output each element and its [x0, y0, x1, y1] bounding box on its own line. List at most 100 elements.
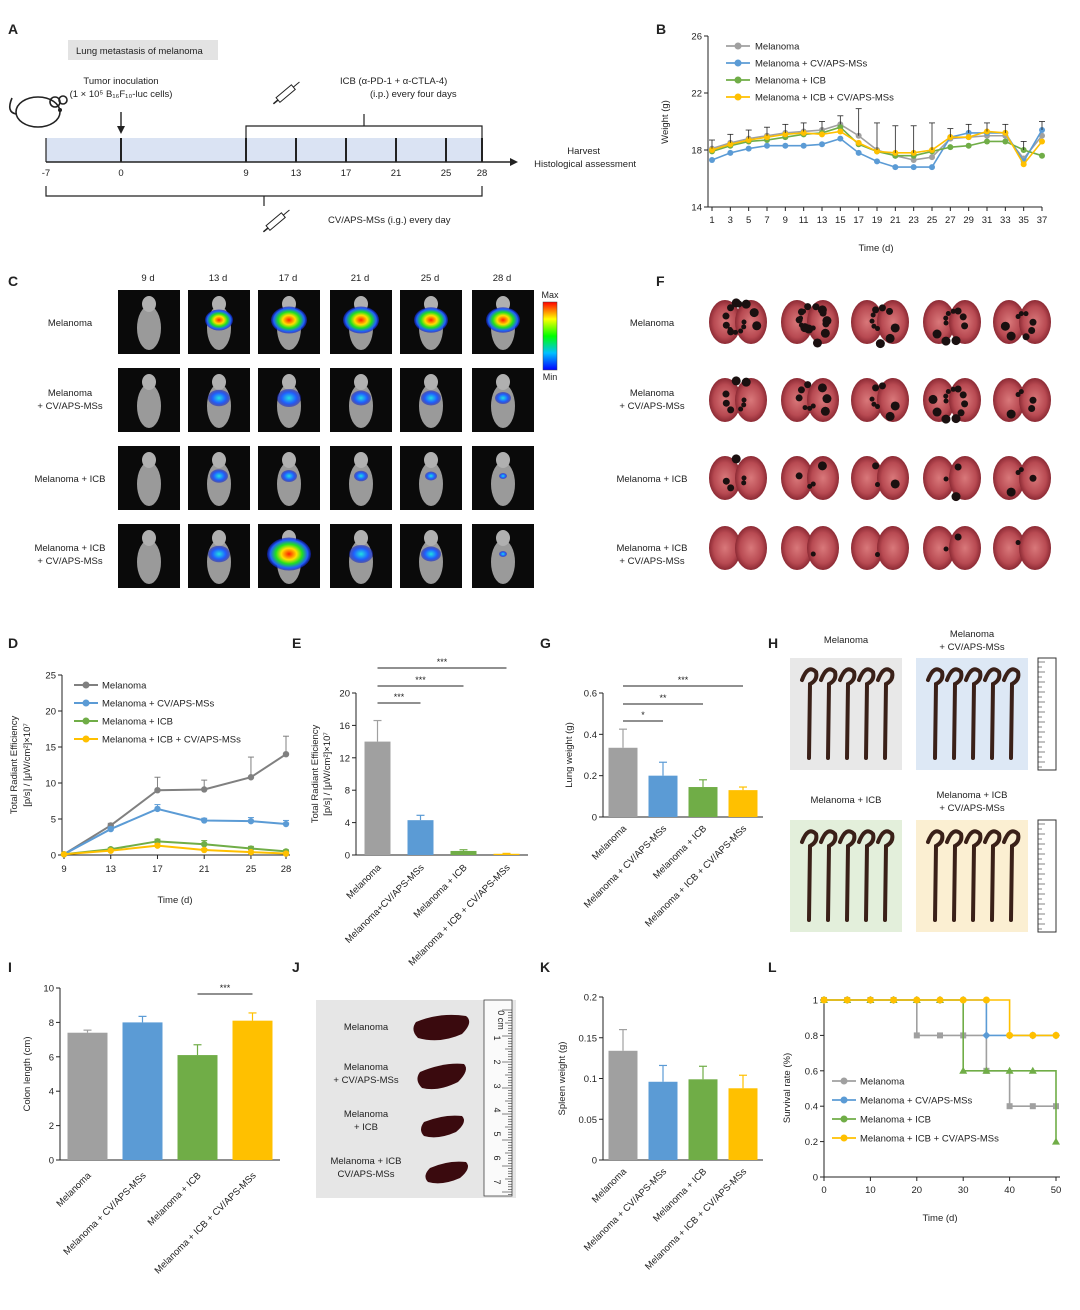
intensity-scale-bar — [542, 301, 558, 371]
metastasis-nodule — [819, 309, 827, 317]
legend-label: Melanoma — [755, 42, 800, 53]
day-label: 13 d — [209, 273, 228, 284]
data-point — [959, 996, 967, 1004]
metastasis-nodule — [951, 492, 961, 502]
y-tick-label: 15 — [45, 743, 56, 754]
y-tick-label: 4 — [345, 818, 350, 829]
data-point — [837, 128, 844, 135]
bar — [728, 1088, 758, 1160]
bioluminescence-signal — [349, 545, 373, 563]
x-tick-label: 27 — [945, 215, 956, 226]
panel-h-letter: H — [768, 635, 778, 651]
metastasis-nodule — [890, 323, 900, 333]
metastasis-nodule — [943, 546, 949, 552]
x-tick-label: 15 — [835, 215, 846, 226]
legend-label: Melanoma — [860, 1077, 905, 1088]
metastasis-nodule — [801, 308, 807, 314]
metastasis-nodule — [722, 312, 730, 320]
y-tick-label: 14 — [691, 203, 702, 214]
data-point — [1052, 1137, 1060, 1145]
f-row4-label-2: + CV/APS-MSs — [619, 556, 684, 567]
data-point — [892, 164, 899, 171]
data-point — [874, 158, 880, 165]
colon-specimen — [857, 829, 876, 922]
mouse-head — [142, 296, 156, 312]
data-point — [764, 142, 770, 149]
bioluminescence-signal — [425, 471, 437, 481]
y-tick-label: 6 — [49, 1052, 54, 1063]
data-point — [1006, 1031, 1014, 1039]
colon-specimen — [1002, 829, 1021, 922]
cv-bracket — [45, 186, 483, 206]
spleen-1 — [413, 1014, 470, 1041]
colon-specimen — [1002, 667, 1021, 760]
y-tick-label: 25 — [45, 671, 56, 682]
category-label: Melanoma — [590, 823, 630, 863]
panel-b-letter: B — [656, 21, 666, 37]
y-tick-label: 22 — [691, 89, 702, 100]
bar — [177, 1055, 218, 1160]
y-axis-title: Colon length (cm) — [22, 1037, 33, 1112]
bar — [67, 1032, 108, 1160]
mouse-head — [212, 452, 226, 468]
timeline-tick-label: 28 — [477, 168, 488, 179]
data-point — [745, 145, 752, 152]
spleen-3 — [421, 1115, 464, 1138]
mouse-icon — [8, 95, 68, 128]
bar — [648, 1081, 678, 1160]
lung-left-lobe — [781, 526, 813, 570]
mouse-silhouette — [137, 540, 161, 584]
y-tick-label: 0 — [51, 851, 56, 862]
ruler-number: 5 — [492, 1131, 502, 1136]
j-g2-label-2: + CV/APS-MSs — [333, 1075, 398, 1086]
colon-specimen — [983, 829, 1002, 922]
x-tick-label: 10 — [865, 1185, 876, 1196]
h-ruler-top — [1037, 657, 1057, 771]
c-row2-label-2: + CV/APS-MSs — [37, 401, 102, 412]
data-point — [1005, 1066, 1014, 1074]
metastasis-nodule — [954, 533, 962, 541]
data-point — [1029, 1103, 1036, 1110]
data-point — [982, 1031, 991, 1040]
y-tick-label: 20 — [339, 689, 350, 700]
y-tick-label: 1 — [813, 996, 818, 1007]
bioluminescence-signal — [499, 551, 507, 557]
data-point — [947, 144, 954, 151]
legend-marker — [82, 717, 90, 725]
metastasis-nodule — [800, 323, 810, 333]
panel-e: E 048121620MelanomaMelanoma+CV/APS-MSsMe… — [292, 635, 528, 968]
metastasis-nodule — [741, 324, 747, 330]
category-label: Melanoma — [590, 1166, 630, 1206]
lung-right-lobe — [877, 300, 909, 344]
x-tick-label: 33 — [1000, 215, 1011, 226]
data-point — [247, 848, 255, 856]
lung-right-lobe — [807, 456, 839, 500]
category-label: Melanoma + ICB + CV/APS-MSs — [153, 1170, 259, 1276]
legend-label: Melanoma + CV/APS-MSs — [102, 699, 214, 710]
y-tick-label: 0.8 — [805, 1031, 818, 1042]
data-point — [247, 774, 255, 781]
panel-f: F Melanoma Melanoma + CV/APS-MSs Melanom… — [616, 273, 1051, 570]
x-tick-label: 25 — [246, 864, 257, 875]
data-point — [982, 996, 990, 1004]
metastasis-nodule — [885, 411, 895, 421]
y-tick-label: 0.4 — [584, 730, 597, 741]
ruler-number: 1 — [492, 1035, 502, 1040]
metastasis-nodule — [810, 403, 816, 409]
metastasis-nodule — [945, 310, 951, 316]
x-tick-label: 3 — [728, 215, 733, 226]
data-point — [819, 131, 825, 138]
y-axis-title-1: Total Radiant Efficiency — [310, 724, 321, 823]
metastasis-nodule — [752, 321, 762, 331]
metastasis-nodule — [878, 304, 886, 312]
y-axis-title: Survival rate (%) — [782, 1053, 793, 1123]
x-tick-label: 21 — [199, 864, 210, 875]
metastasis-nodule — [886, 307, 894, 315]
data-point — [1039, 152, 1045, 159]
panel-g-letter: G — [540, 635, 551, 651]
data-point — [855, 149, 862, 156]
panel-j-letter: J — [292, 959, 300, 975]
significance-stars: *** — [437, 657, 448, 667]
data-point — [201, 817, 208, 824]
